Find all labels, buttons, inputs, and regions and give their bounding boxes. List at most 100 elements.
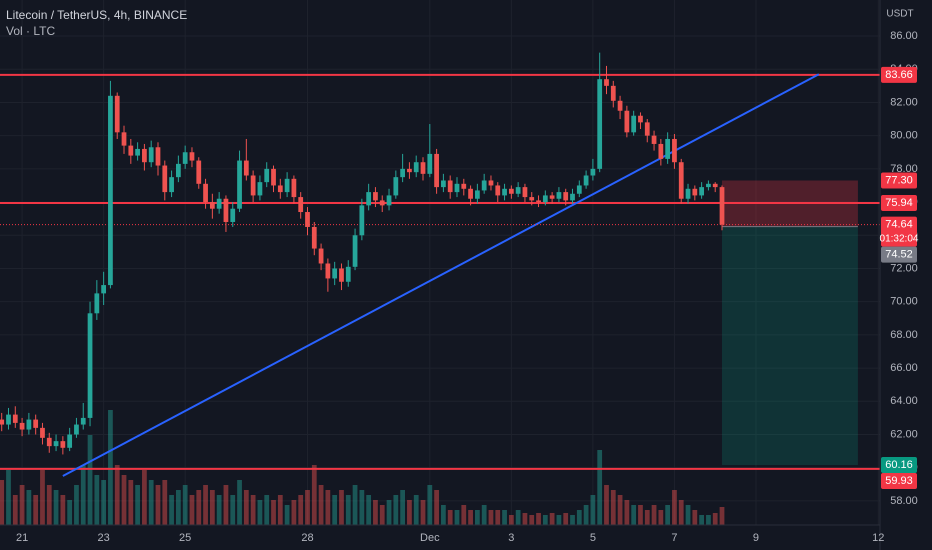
candle-body [407, 168, 412, 173]
volume-bar [250, 495, 256, 525]
candle-body [461, 183, 467, 189]
volume-bar [162, 480, 168, 525]
candle-body [209, 202, 215, 209]
volume-bar [536, 513, 541, 525]
candle-body [590, 168, 596, 176]
volume-bar [230, 495, 236, 525]
volume-bar [114, 465, 120, 525]
volume-bar [345, 495, 351, 525]
y-tick-label: 72.00 [890, 262, 918, 274]
volume-bar [284, 505, 290, 525]
volume-bar [189, 495, 195, 525]
volume-bar [40, 470, 45, 525]
volume-bar [12, 495, 18, 525]
volume-bar [53, 490, 59, 525]
candle-body [447, 180, 453, 193]
x-tick-label: 21 [16, 532, 28, 544]
volume-bar [474, 510, 480, 525]
volume-bar [597, 450, 603, 525]
candle-body [53, 441, 59, 447]
candle-body [359, 205, 365, 236]
x-tick-label: 9 [753, 532, 759, 544]
candle-body [427, 153, 433, 174]
volume-bar [135, 485, 140, 525]
candle-body [101, 285, 107, 294]
candle-body [468, 188, 473, 199]
candle-body [203, 183, 208, 203]
volume-bar [74, 485, 79, 525]
volume-bar [576, 510, 582, 525]
candle-body [291, 178, 297, 198]
candle-body [678, 162, 684, 199]
volume-bar [488, 510, 494, 525]
y-tick-label: 58.00 [890, 495, 918, 507]
candle-body [597, 79, 603, 169]
volume-bar [407, 500, 412, 525]
candle-body [223, 198, 229, 222]
volume-bar [624, 500, 630, 525]
drawings [0, 73, 880, 477]
volume-bar [237, 480, 242, 525]
volume-bar [60, 495, 66, 525]
volume-bar [298, 495, 304, 525]
volume-bar [339, 490, 344, 525]
volume-bar [706, 515, 711, 525]
volume-bar [148, 480, 154, 525]
volume-bar [108, 410, 113, 525]
volume-bar [400, 490, 406, 525]
candle-body [332, 268, 338, 279]
volume-bar [515, 510, 521, 525]
price-label-box [881, 66, 917, 83]
y-tick-label: 78.00 [890, 163, 918, 175]
candle-body [434, 153, 439, 188]
volume-bar [393, 495, 399, 525]
volume-bar [692, 510, 698, 525]
y-tick-label: 64.00 [890, 395, 918, 407]
volume-bar [454, 510, 460, 525]
volume-bar [352, 485, 358, 525]
candle-body [638, 115, 643, 123]
volume-bar [529, 515, 535, 525]
volume-bar [19, 485, 25, 525]
countdown-label: 01:32:04 [880, 233, 919, 244]
volume-bar [142, 470, 147, 525]
volume-bar [658, 510, 664, 525]
volume-bar [176, 490, 181, 525]
volume-bar [332, 495, 338, 525]
volume-bar [699, 515, 704, 525]
price-label: 75.94 [885, 197, 913, 209]
volume-bar [26, 490, 32, 525]
volume-bar [522, 513, 528, 525]
volume-bar [461, 505, 467, 525]
candle-body [67, 434, 73, 448]
candle-body [413, 162, 419, 173]
volume-bar [366, 495, 372, 525]
candle-body [536, 200, 541, 203]
candle-body [610, 85, 616, 101]
volume-bar [665, 505, 671, 525]
volume-bar [223, 485, 229, 525]
volume-bar [386, 500, 392, 525]
volume-bar [318, 485, 324, 525]
candle-body [94, 293, 100, 314]
volume-bar [379, 505, 385, 525]
candle-body [400, 168, 406, 178]
y-tick-label: 82.00 [890, 96, 918, 108]
volume-bar [182, 485, 188, 525]
candle-body [617, 100, 623, 111]
candle-body [719, 187, 725, 225]
volume-bar [638, 505, 643, 525]
candle-body [284, 178, 290, 193]
volume-bar [549, 513, 555, 525]
candle-body [522, 187, 528, 198]
candle-body [114, 95, 120, 133]
position-tool [722, 180, 858, 466]
candle-body [176, 163, 181, 178]
candle-body [488, 180, 494, 186]
price-label: 83.66 [885, 69, 913, 81]
candle-body [393, 177, 399, 196]
candle-body [298, 197, 304, 213]
volume-bar [712, 513, 718, 525]
volume-pane [0, 410, 725, 525]
candle-body [441, 180, 446, 188]
